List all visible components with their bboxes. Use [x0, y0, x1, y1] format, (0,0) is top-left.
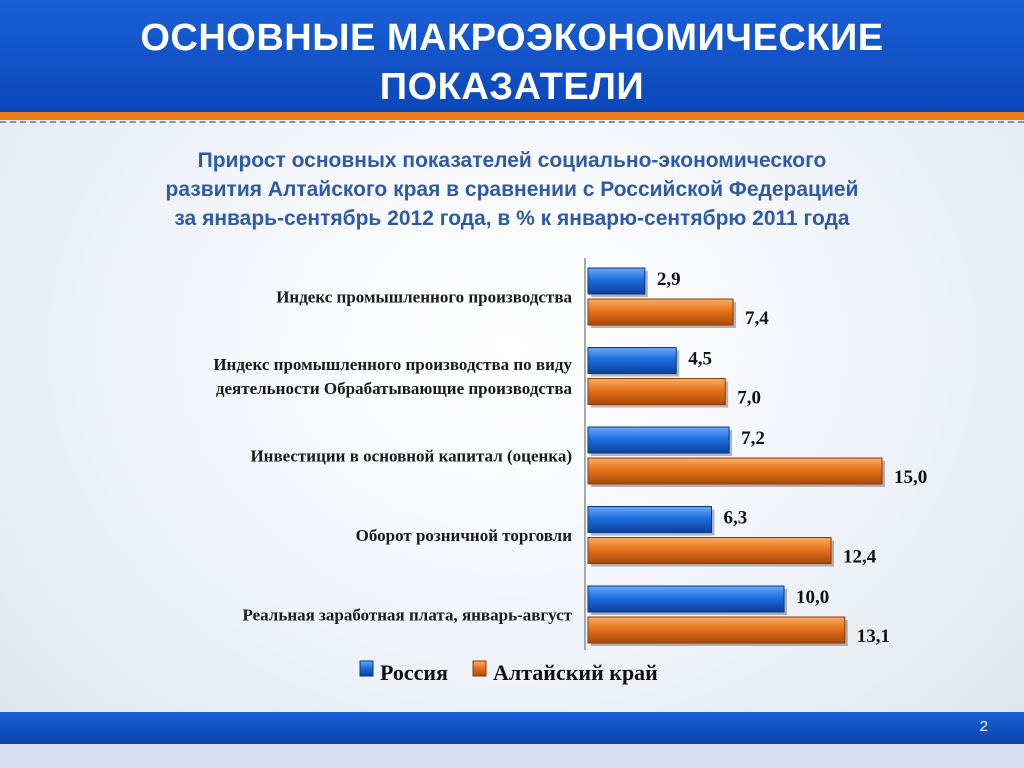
category-label: Индекс промышленного производства по вид…	[213, 355, 572, 398]
page-title-line1: ОСНОВНЫЕ МАКРОЭКОНОМИЧЕСКИЕ	[140, 17, 884, 59]
altai-value-label: 12,4	[843, 547, 877, 568]
russia-value-label: 4,5	[688, 349, 712, 370]
russia-bar	[587, 506, 712, 533]
category-label-line: Реальная заработная плата, январь-август	[242, 606, 572, 625]
russia-value-label: 6,3	[723, 508, 747, 529]
russia-legend-label: Россия	[380, 660, 448, 685]
altai-bar	[587, 298, 734, 326]
page-title-line2: ПОКАЗАТЕЛИ	[379, 66, 645, 108]
dashed-divider	[0, 121, 1024, 123]
category-label: Оборот розничной торговли	[356, 526, 573, 545]
page-title: ОСНОВНЫЕ МАКРОЭКОНОМИЧЕСКИЕ ПОКАЗАТЕЛИ	[0, 14, 1024, 112]
header-bar: ОСНОВНЫЕ МАКРОЭКОНОМИЧЕСКИЕ ПОКАЗАТЕЛИ	[0, 0, 1024, 112]
subtitle-line3: за январь-сентябрь 2012 года, в % к янва…	[174, 207, 850, 230]
russia-legend-swatch	[359, 660, 374, 677]
russia-value-label: 10,0	[796, 587, 829, 608]
category-label: Реальная заработная плата, январь-август	[242, 606, 572, 625]
subtitle-line1: Прирост основных показателей социально-э…	[197, 149, 827, 172]
orange-divider	[0, 112, 1024, 120]
footer-strip	[0, 744, 1024, 768]
altai-legend-label: Алтайский край	[493, 660, 658, 685]
altai-bar	[587, 457, 883, 485]
subtitle-line2: развития Алтайского края в сравнении с Р…	[165, 178, 859, 201]
page-number: 2	[979, 718, 988, 735]
russia-bar	[587, 585, 785, 613]
category-label-line: Индекс промышленного производства по вид…	[213, 355, 572, 374]
bar-chart: Индекс промышленного производства 2,9 7,4 И…	[213, 258, 927, 685]
footer-bar: 2	[0, 712, 1024, 744]
russia-value-label: 2,9	[657, 269, 681, 290]
russia-value-label: 7,2	[741, 428, 765, 449]
russia-bar	[587, 267, 646, 295]
category-label: Индекс промышленного производства	[276, 288, 572, 307]
altai-value-label: 7,0	[737, 388, 761, 409]
altai-value-label: 15,0	[894, 467, 927, 488]
altai-bar	[587, 616, 846, 644]
altai-value-label: 13,1	[857, 626, 890, 647]
altai-legend-swatch	[472, 660, 487, 677]
altai-bar	[587, 537, 832, 564]
russia-bar	[587, 426, 730, 454]
category-label-line: Инвестиции в основной капитал (оценка)	[250, 447, 572, 466]
category-label: Инвестиции в основной капитал (оценка)	[250, 447, 572, 466]
russia-bar	[587, 347, 677, 374]
category-label-line: деятельности Обрабатывающие производства	[216, 379, 573, 398]
category-label-line: Оборот розничной торговли	[356, 526, 573, 545]
category-label-line: Индекс промышленного производства	[276, 288, 572, 307]
altai-value-label: 7,4	[745, 308, 769, 329]
chart-subtitle: Прирост основных показателей социально-э…	[60, 146, 964, 233]
altai-bar	[587, 378, 726, 405]
